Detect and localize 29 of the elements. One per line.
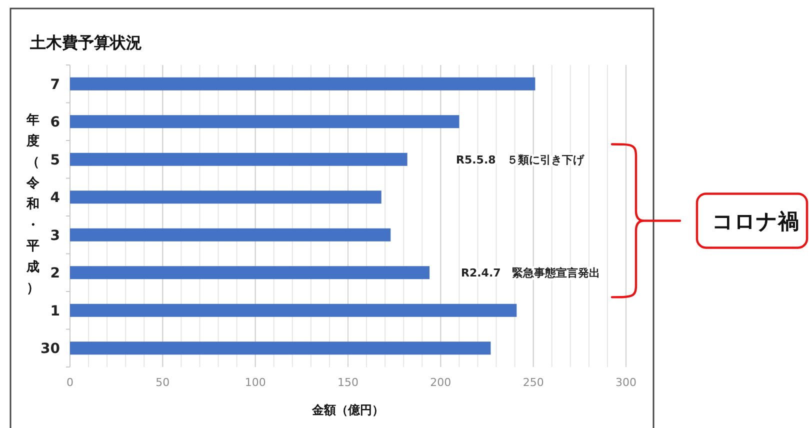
y-tick-label: 3 (50, 228, 60, 244)
y-tick-label: 5 (50, 152, 60, 168)
bar (70, 152, 408, 166)
y-tick-label: 6 (50, 114, 60, 131)
bar (70, 228, 391, 242)
annotation: R5.5.8 ５類に引き下げ (456, 153, 585, 166)
x-tick-label: 200 (430, 376, 452, 389)
y-tick-label: 2 (50, 266, 60, 282)
text: 年度（令和・平成） (26, 113, 40, 296)
y-tick-label: 4 (50, 190, 60, 206)
chart-title: 土木費予算状況 (29, 33, 142, 52)
x-tick-label: 150 (338, 376, 358, 389)
text: コロナ禍 (712, 210, 799, 234)
x-axis-title: 金額（億円） (311, 403, 384, 417)
x-tick-label: 0 (66, 376, 74, 389)
bar (70, 115, 460, 128)
x-tick-label: 300 (616, 376, 636, 389)
bar (70, 266, 430, 280)
bar (70, 304, 517, 317)
bar (70, 190, 382, 204)
x-tick-label: 100 (244, 376, 266, 389)
x-tick-label: 50 (156, 376, 170, 389)
x-tick-label: 250 (522, 376, 544, 389)
bar (70, 342, 491, 355)
y-tick-label: 30 (40, 341, 60, 358)
y-tick-label: 1 (50, 303, 60, 320)
annotation: R2.4.7 緊急事態宣言発出 (461, 266, 600, 280)
y-tick-label: 7 (50, 76, 60, 93)
bar (70, 77, 536, 90)
